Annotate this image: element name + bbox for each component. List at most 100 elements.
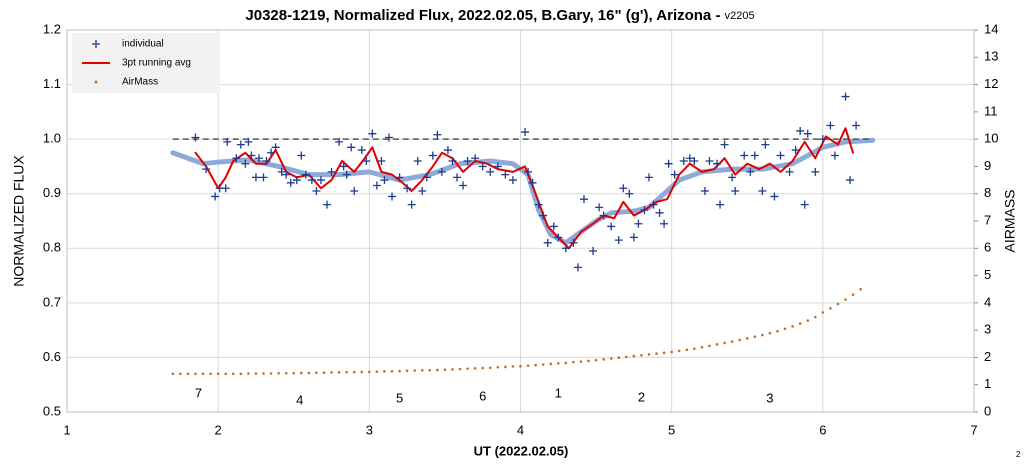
y-tick-label: 0.8 [43,240,61,255]
chart-title: J0328-1219, Normalized Flux, 2022.02.05,… [245,7,754,24]
data-point [232,154,241,163]
x-tick-label: 1 [63,422,70,437]
airmass-dot [428,368,432,372]
airmass-dot [730,340,734,343]
data-point [292,176,301,185]
data-point [791,146,800,155]
data-point [852,121,861,130]
y2-tick-label: 8 [984,185,991,200]
airmass-dot [745,337,749,340]
airmass-dot [655,352,658,355]
data-point [803,129,812,138]
data-point [569,238,578,247]
data-point [486,167,495,176]
data-point [508,176,517,185]
plot-border [66,29,975,413]
data-point [453,173,462,182]
data-point [221,184,230,193]
airmass-dot [776,329,779,333]
data-point [679,156,688,165]
data-point [493,162,502,171]
airmass-dot [844,298,847,301]
airmass-dot [640,353,643,357]
data-point [407,200,416,209]
airmass-dot [239,372,243,376]
data-point [236,140,245,149]
x-tick-label: 7 [970,422,977,437]
data-point [655,208,664,217]
airmass-dot [836,302,840,306]
airmass-dot [813,315,817,319]
data-point [830,151,839,160]
y-tick-label: 0.7 [43,294,61,309]
data-point [649,200,658,209]
data-point [372,181,381,190]
data-point [528,178,537,187]
data-point [316,176,325,185]
airmass-dot [647,353,651,356]
airmass-dot [677,349,681,353]
airmass-dot [504,365,507,369]
data-point [347,143,356,152]
airmass-dot [307,371,311,375]
airmass-dot [186,372,190,376]
airmass-dot [511,365,515,368]
airmass-dot [481,366,485,370]
data-point [579,195,588,204]
airmass-dot [420,368,424,372]
data-point [501,170,510,179]
data-point [644,173,653,182]
airmass-dot [352,370,356,374]
data-point [428,151,437,160]
airmass-dot [368,370,371,374]
legend-label: 3pt running avg [122,58,191,69]
airmass-dot [768,331,772,335]
data-point [690,156,699,165]
airmass-dot [708,344,711,348]
y2-tick-label: 5 [984,267,991,282]
data-point [259,173,268,182]
data-point [478,162,487,171]
annotation: 1 [555,385,562,400]
data-point [573,263,582,272]
airmass-dot [330,371,333,374]
airmass-dot [247,372,250,375]
data-point [561,244,570,253]
data-point [202,165,211,174]
data-point [619,184,628,193]
y2-tick-label: 4 [984,294,991,309]
data-point [746,167,755,176]
airmass-dot [443,368,447,372]
y2-axis-label: AIRMASS [1002,189,1018,252]
data-point [660,219,669,228]
title-main: J0328-1219, Normalized Flux, 2022.02.05,… [245,7,724,24]
data-point [362,156,371,165]
airmass-dot [617,356,621,360]
airmass-dot [625,355,628,359]
airmass-dot [761,333,764,337]
data-point [599,211,608,220]
data-point [800,200,809,209]
data-point [403,184,412,193]
airmass-dot [556,362,560,365]
data-point [244,137,253,146]
data-point [448,156,457,165]
data-point [846,176,855,185]
airmass-dot [179,372,182,376]
airmass-dot [587,359,590,363]
airmass-dot [231,372,235,376]
airmass-dot [405,369,409,373]
title-version: v2205 [725,10,755,22]
airmass-dot [541,363,545,366]
airmass-dot [534,363,537,367]
airmass-dot [337,371,341,374]
data-point [335,137,344,146]
data-point [437,167,446,176]
annotation: 5 [396,390,403,405]
data-point [740,151,749,160]
y2-tick-label: 13 [984,49,998,64]
data-point [297,151,306,160]
data-point [471,154,480,163]
data-point [716,200,725,209]
